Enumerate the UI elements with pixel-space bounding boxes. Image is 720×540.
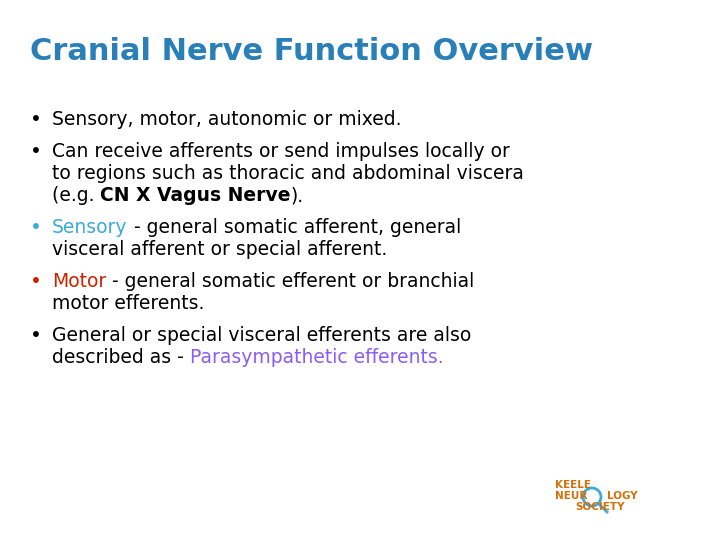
Text: NEUR: NEUR xyxy=(555,491,588,501)
Text: ).: ). xyxy=(291,186,304,205)
Text: •: • xyxy=(30,218,42,237)
Text: described as -: described as - xyxy=(52,348,190,367)
Text: - general somatic efferent or branchial: - general somatic efferent or branchial xyxy=(107,272,474,291)
Text: Sensory: Sensory xyxy=(52,218,127,237)
Text: to regions such as thoracic and abdominal viscera: to regions such as thoracic and abdomina… xyxy=(52,164,524,183)
Text: CN X Vagus Nerve: CN X Vagus Nerve xyxy=(101,186,291,205)
Text: •: • xyxy=(30,326,42,345)
Text: KEELE: KEELE xyxy=(555,480,591,490)
Text: LOGY: LOGY xyxy=(607,491,638,501)
Text: visceral afferent or special afferent.: visceral afferent or special afferent. xyxy=(52,240,387,259)
Text: Parasympathetic efferents.: Parasympathetic efferents. xyxy=(190,348,444,367)
Text: Can receive afferents or send impulses locally or: Can receive afferents or send impulses l… xyxy=(52,142,510,161)
Text: Cranial Nerve Function Overview: Cranial Nerve Function Overview xyxy=(30,37,593,66)
Text: •: • xyxy=(30,272,42,291)
Text: •: • xyxy=(30,142,42,161)
Text: motor efferents.: motor efferents. xyxy=(52,294,204,313)
Text: Motor: Motor xyxy=(52,272,107,291)
Text: (e.g.: (e.g. xyxy=(52,186,101,205)
Text: - general somatic afferent, general: - general somatic afferent, general xyxy=(127,218,461,237)
Text: •: • xyxy=(30,110,42,129)
Text: General or special visceral efferents are also: General or special visceral efferents ar… xyxy=(52,326,472,345)
Text: Sensory, motor, autonomic or mixed.: Sensory, motor, autonomic or mixed. xyxy=(52,110,402,129)
Text: SOCIETY: SOCIETY xyxy=(575,502,624,512)
